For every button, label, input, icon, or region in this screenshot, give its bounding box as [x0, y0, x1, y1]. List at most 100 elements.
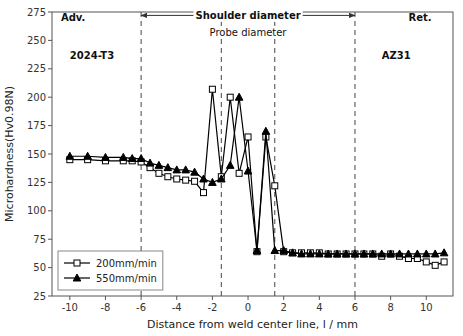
legend-label: 550mm/min [96, 273, 157, 284]
vertical-line [221, 12, 222, 296]
y-tick-label: 50 [33, 262, 46, 273]
annotations: Shoulder diameterProbe diameterAdv.Ret.2… [61, 9, 432, 61]
y-tick-label: 200 [27, 92, 46, 103]
y-tick-label: 125 [27, 177, 46, 188]
data-point [316, 250, 324, 257]
data-point [245, 134, 251, 140]
x-tick-label: -10 [62, 302, 78, 313]
y-tick [48, 40, 52, 41]
data-point [192, 178, 198, 184]
x-tick-label: 2 [281, 302, 287, 313]
legend-box [58, 251, 163, 290]
x-tick [212, 296, 213, 300]
series [67, 86, 447, 268]
annotation: Adv. [61, 12, 85, 23]
data-point [191, 168, 199, 175]
x-tick [283, 296, 284, 300]
chart: -10-8-6-4-202468102550751001251501752002… [0, 0, 463, 336]
data-point [262, 127, 270, 134]
data-point [236, 170, 242, 176]
data-point [431, 250, 439, 257]
data-point [271, 247, 279, 254]
y-tick-label: 75 [33, 234, 46, 245]
annotation-background [208, 26, 290, 39]
y-tick [48, 12, 52, 13]
data-point [128, 155, 136, 162]
data-point [423, 259, 429, 265]
x-tick-label: -6 [136, 302, 146, 313]
data-point [388, 251, 394, 257]
data-point [209, 178, 217, 185]
data-point [441, 259, 447, 265]
x-tick [426, 296, 427, 300]
data-point [137, 155, 145, 162]
data-point [200, 190, 206, 196]
data-point [226, 161, 234, 168]
y-tick [48, 68, 52, 69]
x-tick [319, 296, 320, 300]
data-point [66, 152, 74, 159]
data-point [218, 175, 226, 182]
x-tick-label: 6 [352, 302, 358, 313]
x-tick-label: -4 [172, 302, 182, 313]
y-tick [48, 182, 52, 183]
y-tick-label: 275 [27, 7, 46, 18]
data-point [173, 166, 181, 173]
legend-marker [73, 274, 81, 281]
x-tick [390, 296, 391, 300]
x-tick [354, 296, 355, 300]
y-tick-label: 225 [27, 63, 46, 74]
y-tick [48, 97, 52, 98]
x-tick [69, 296, 70, 300]
data-point [183, 177, 189, 183]
data-point [156, 170, 162, 176]
y-tick [48, 210, 52, 211]
axes: -10-8-6-4-202468102550751001251501752002… [3, 7, 433, 332]
x-tick [248, 296, 249, 300]
y-tick-label: 250 [27, 35, 46, 46]
data-point [432, 262, 438, 268]
y-tick-label: 100 [27, 205, 46, 216]
data-point [298, 250, 306, 257]
data-point [155, 161, 163, 168]
x-tick-label: 8 [387, 302, 393, 313]
data-point [360, 250, 368, 257]
y-tick [48, 267, 52, 268]
series-line [70, 97, 444, 254]
y-tick-label: 175 [27, 120, 46, 131]
data-point [272, 183, 278, 189]
data-point [290, 250, 296, 256]
data-point [182, 166, 190, 173]
data-point [84, 152, 92, 159]
data-point [235, 93, 243, 100]
data-point [146, 159, 154, 166]
x-tick [176, 296, 177, 300]
data-point [227, 94, 233, 100]
data-point [405, 250, 413, 257]
series-line [70, 89, 444, 265]
data-point [209, 86, 215, 92]
data-point [289, 249, 297, 256]
data-point [244, 167, 252, 174]
y-tick [48, 125, 52, 126]
y-tick [48, 239, 52, 240]
data-point [280, 247, 288, 254]
data-point [164, 164, 172, 171]
data-point [307, 250, 315, 257]
data-point [422, 250, 430, 257]
data-point [361, 251, 367, 257]
data-point [351, 250, 359, 257]
data-point [174, 176, 180, 182]
data-point [370, 251, 376, 257]
data-point [325, 251, 331, 257]
data-point [324, 250, 332, 257]
data-point [343, 251, 349, 257]
y-tick-label: 150 [27, 149, 46, 160]
x-tick-label: -8 [100, 302, 110, 313]
data-point [200, 175, 208, 182]
y-tick [48, 154, 52, 155]
data-point [165, 174, 171, 180]
data-point [352, 251, 358, 257]
data-point [387, 250, 395, 257]
annotation: AZ31 [382, 50, 411, 61]
